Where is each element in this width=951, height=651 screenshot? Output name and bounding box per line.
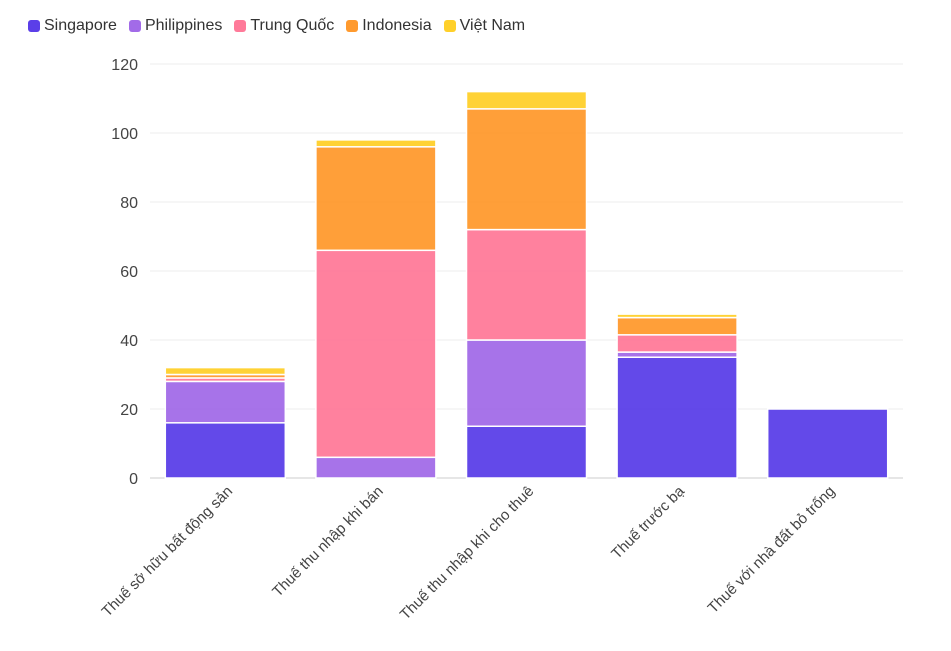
legend-item-3[interactable]: Indonesia: [346, 17, 432, 35]
y-tick-label: 40: [120, 333, 138, 350]
bar-segment[interactable]: [616, 313, 738, 319]
bar-segment[interactable]: [164, 380, 287, 424]
y-tick-label: 100: [111, 126, 138, 143]
legend-item-1[interactable]: Philippines: [128, 17, 223, 35]
bar-segment[interactable]: [164, 366, 287, 376]
bar-segment[interactable]: [315, 249, 437, 459]
x-category-label: Thuế thu nhập khi cho thuê: [397, 483, 538, 624]
y-tick-label: 20: [120, 402, 138, 419]
legend-label: Philippines: [144, 17, 223, 34]
bar-segment[interactable]: [315, 456, 437, 479]
legend-swatch: [128, 20, 141, 32]
y-tick-label: 80: [120, 195, 138, 212]
bar-segment[interactable]: [465, 90, 588, 110]
legend-label: Việt Nam: [459, 17, 526, 34]
bar-segment[interactable]: [465, 339, 588, 427]
bar-segment[interactable]: [616, 316, 738, 336]
x-category-label: Thuế với nhà đất bỏ trống: [705, 483, 839, 617]
bar-segment[interactable]: [616, 351, 738, 359]
bar-segment[interactable]: [465, 228, 588, 341]
x-category-label: Thuế sở hữu bất động sản: [99, 483, 237, 621]
legend: Singapore Philippines Trung Quốc Indonesia V…: [28, 17, 525, 35]
bar-segment[interactable]: [164, 422, 287, 479]
x-category-label: Thuế thu nhập khi bán: [269, 483, 387, 601]
legend-item-0[interactable]: Singapore: [28, 17, 117, 35]
y-tick-label: 120: [111, 57, 138, 74]
legend-swatch: [234, 20, 247, 32]
legend-swatch: [346, 20, 359, 32]
legend-label: Trung Quốc: [250, 17, 335, 34]
legend-swatch: [443, 20, 456, 32]
bar-segment[interactable]: [315, 146, 437, 252]
legend-label: Indonesia: [362, 17, 432, 34]
bar-segment[interactable]: [465, 108, 588, 231]
bar-segment[interactable]: [766, 408, 889, 479]
y-tick-label: 0: [129, 471, 138, 488]
y-tick-label: 60: [120, 264, 138, 281]
legend-item-2[interactable]: Trung Quốc: [234, 17, 334, 35]
x-category-label: Thuế trước bạ: [608, 482, 688, 562]
bar-segment[interactable]: [315, 139, 437, 148]
legend-swatch: [28, 20, 40, 32]
bar-segment[interactable]: [616, 334, 738, 353]
legend-label: Singapore: [44, 17, 117, 34]
bar-segment[interactable]: [465, 425, 588, 479]
legend-item-4[interactable]: Việt Nam: [443, 17, 526, 35]
bar-segment[interactable]: [616, 356, 738, 479]
